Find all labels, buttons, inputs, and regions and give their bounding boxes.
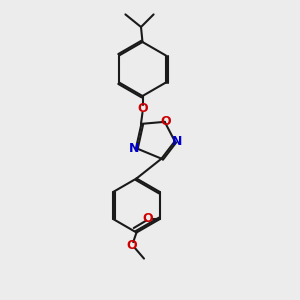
Text: N: N xyxy=(172,135,182,148)
Text: O: O xyxy=(137,102,148,115)
Text: O: O xyxy=(143,212,154,225)
Text: O: O xyxy=(127,238,137,252)
Text: O: O xyxy=(160,115,171,128)
Text: N: N xyxy=(128,142,139,154)
